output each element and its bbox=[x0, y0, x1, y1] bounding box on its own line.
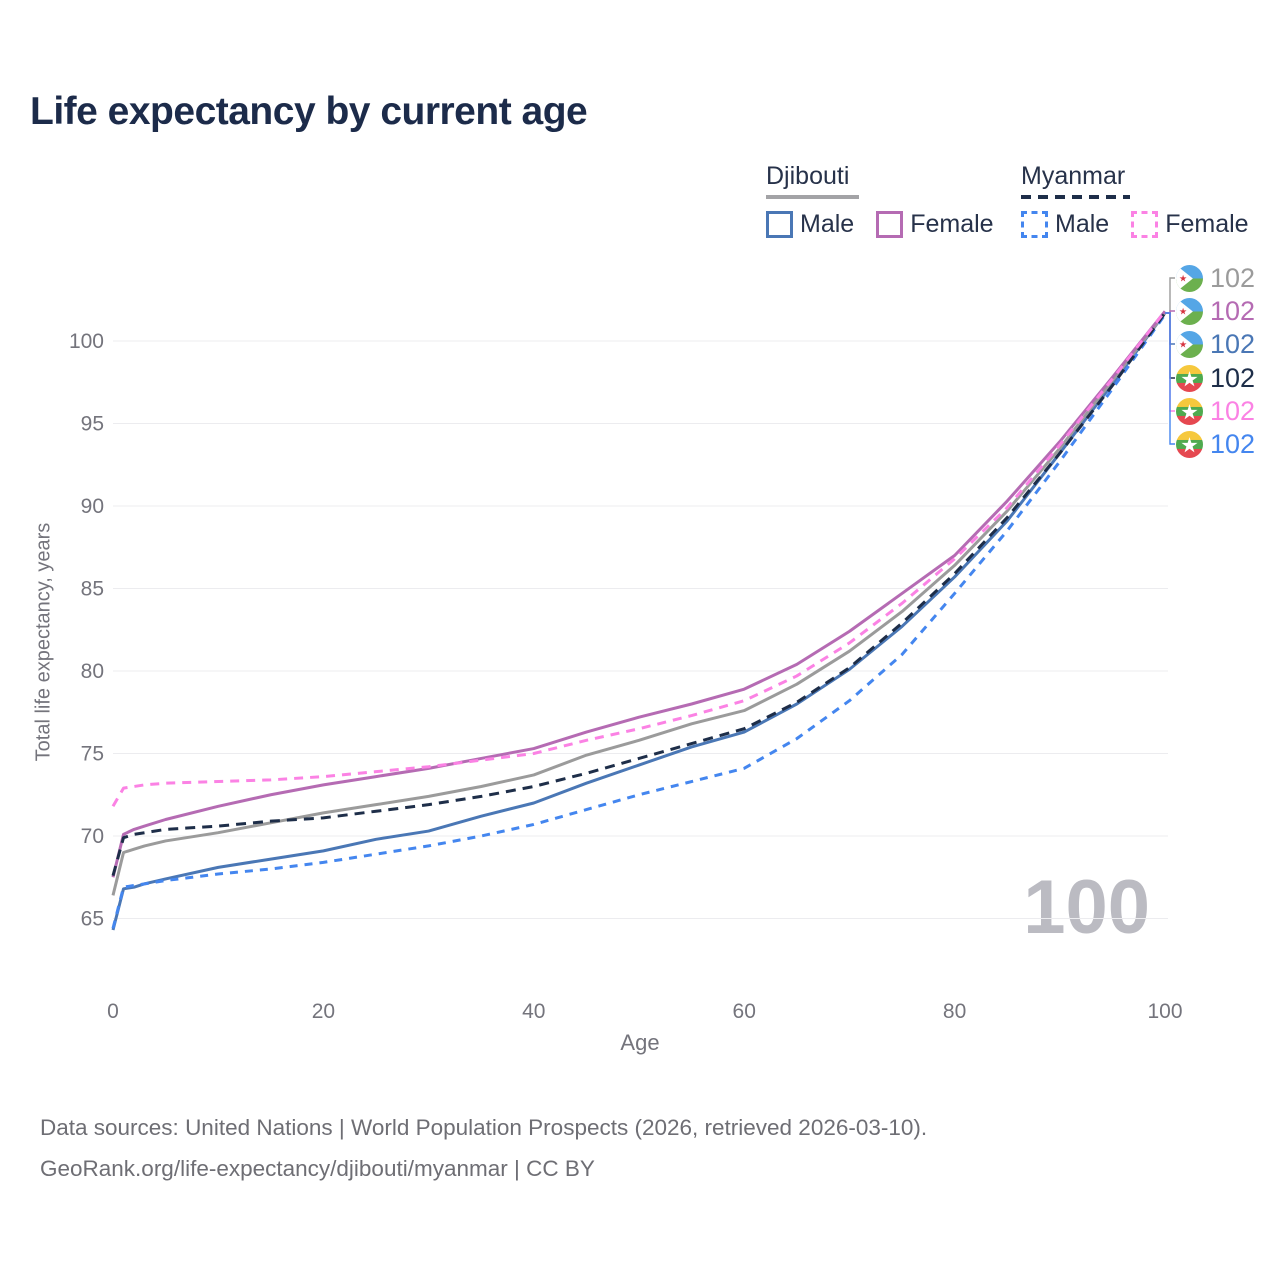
end-label-row-my-female: 102 bbox=[1176, 396, 1255, 426]
x-tick-label: 0 bbox=[107, 1000, 119, 1023]
djibouti-female-label: Female bbox=[910, 210, 994, 238]
series-line-my-female bbox=[111, 310, 1167, 808]
footer: Data sources: United Nations | World Pop… bbox=[40, 1108, 927, 1189]
y-tick-label: 95 bbox=[81, 413, 104, 436]
djibouti-flag-icon bbox=[1176, 330, 1203, 358]
series-line-dj-male bbox=[111, 312, 1167, 931]
end-value: 102 bbox=[1210, 362, 1256, 393]
djibouti-male-label: Male bbox=[800, 210, 855, 238]
myanmar-female-swatch bbox=[1131, 211, 1159, 238]
end-label-row-dj-both: 102 bbox=[1176, 263, 1255, 293]
x-tick-label: 80 bbox=[943, 1000, 966, 1023]
y-axis-title: Total life expectancy, years bbox=[32, 522, 55, 762]
myanmar-female-label: Female bbox=[1165, 210, 1249, 238]
end-label-leader bbox=[1165, 312, 1175, 412]
series-line-dj-both bbox=[111, 312, 1167, 896]
myanmar-male-label: Male bbox=[1055, 210, 1110, 238]
end-label-leader bbox=[1165, 312, 1175, 445]
legend-item-djibouti-female[interactable]: Female bbox=[876, 210, 994, 239]
legend-title-djibouti: Djibouti bbox=[766, 162, 850, 190]
series-line-my-male bbox=[111, 313, 1167, 929]
series-line-my-both bbox=[111, 312, 1167, 877]
end-label-leader bbox=[1165, 310, 1175, 314]
series-line-dj-female bbox=[111, 310, 1167, 878]
myanmar-line-style-sample bbox=[1021, 195, 1130, 199]
djibouti-male-swatch bbox=[766, 211, 793, 238]
age-indicator-watermark: 100 bbox=[1023, 865, 1150, 950]
y-tick-label: 70 bbox=[81, 825, 104, 848]
end-label-row-dj-female: 102 bbox=[1176, 296, 1255, 326]
x-tick-labels: 0 20 40 60 80 100 bbox=[107, 1000, 1182, 1023]
end-value: 102 bbox=[1210, 262, 1256, 293]
data-sources-line: Data sources: United Nations | World Pop… bbox=[40, 1115, 928, 1140]
legend-items-djibouti: Male Female bbox=[766, 210, 1016, 239]
chart-title: Life expectancy by current age bbox=[30, 90, 588, 133]
legend-item-myanmar-male[interactable]: Male bbox=[1021, 210, 1109, 239]
y-tick-label: 100 bbox=[69, 330, 104, 353]
attribution-line: GeoRank.org/life-expectancy/djibouti/mya… bbox=[40, 1155, 595, 1181]
myanmar-flag-icon bbox=[1176, 364, 1203, 392]
legend-items-myanmar: Male Female bbox=[1021, 210, 1271, 239]
y-tick-label: 85 bbox=[81, 578, 104, 601]
y-tick-label: 75 bbox=[81, 743, 104, 766]
series-lines bbox=[111, 310, 1167, 931]
x-axis-title: Age bbox=[620, 1030, 660, 1055]
x-tick-label: 100 bbox=[1147, 1000, 1182, 1023]
end-label-row-dj-male: 102 bbox=[1176, 329, 1255, 359]
djibouti-flag-icon bbox=[1176, 297, 1203, 325]
djibouti-female-swatch bbox=[876, 211, 904, 238]
y-tick-labels: 65 70 75 80 85 90 95 100 bbox=[69, 330, 104, 931]
x-tick-label: 20 bbox=[312, 1000, 335, 1023]
end-value: 102 bbox=[1210, 328, 1256, 359]
y-tick-label: 90 bbox=[81, 495, 104, 518]
djibouti-line-style-sample bbox=[766, 195, 859, 199]
end-label-row-my-both: 102 bbox=[1176, 363, 1255, 393]
leader-lines bbox=[1165, 277, 1175, 445]
legend-item-djibouti-male[interactable]: Male bbox=[766, 210, 854, 239]
gridlines bbox=[113, 340, 1168, 919]
myanmar-male-swatch bbox=[1021, 211, 1048, 238]
legend-title-myanmar: Myanmar bbox=[1021, 162, 1126, 190]
y-tick-label: 80 bbox=[81, 660, 104, 683]
myanmar-flag-icon bbox=[1176, 397, 1203, 425]
legend-group-djibouti: Djibouti Male Female bbox=[766, 162, 1016, 239]
myanmar-flag-icon bbox=[1176, 430, 1203, 458]
end-label-leader bbox=[1165, 277, 1175, 314]
legend-group-myanmar: Myanmar Male Female bbox=[1021, 162, 1271, 239]
x-tick-label: 60 bbox=[733, 1000, 756, 1023]
x-tick-label: 40 bbox=[522, 1000, 545, 1023]
end-label-row-my-male: 102 bbox=[1176, 429, 1255, 459]
y-tick-label: 65 bbox=[81, 908, 104, 931]
legend-item-myanmar-female[interactable]: Female bbox=[1131, 210, 1249, 239]
end-value: 102 bbox=[1210, 395, 1256, 426]
end-label-leader bbox=[1165, 312, 1175, 379]
end-value: 102 bbox=[1210, 428, 1256, 459]
end-label-leader bbox=[1165, 312, 1175, 345]
djibouti-flag-icon bbox=[1176, 264, 1203, 292]
end-value: 102 bbox=[1210, 295, 1256, 326]
